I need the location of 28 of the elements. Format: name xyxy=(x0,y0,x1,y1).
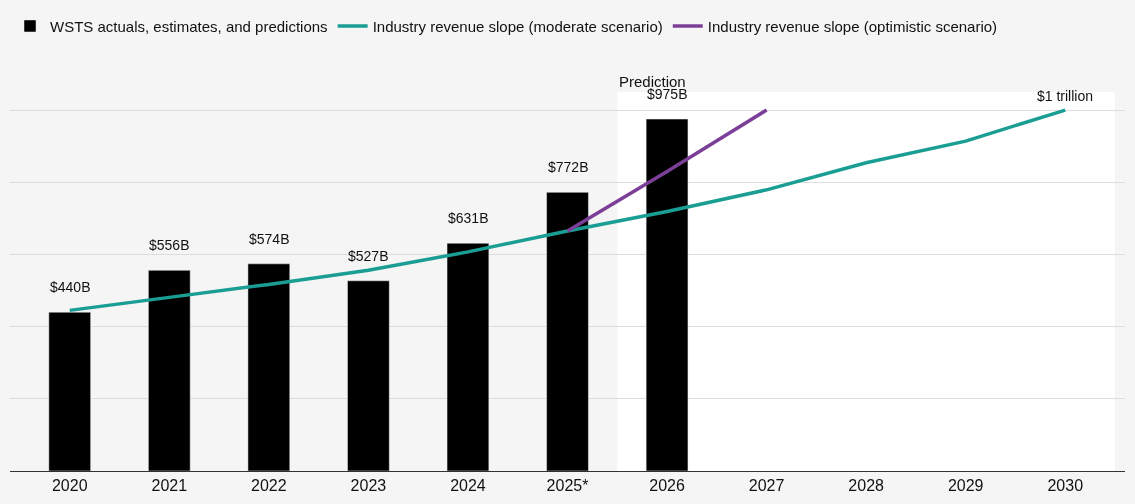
x-tick-label: 2025* xyxy=(546,477,589,495)
bar xyxy=(546,192,589,471)
data-label: $772B xyxy=(548,159,589,175)
bar xyxy=(48,311,91,471)
x-tick-label: 2028 xyxy=(848,477,885,495)
x-tick-label: 2026 xyxy=(649,477,685,495)
data-label: $527B xyxy=(348,248,389,264)
legend-label: Industry revenue slope (optimistic scenario) xyxy=(707,17,998,35)
x-tick-label: 2030 xyxy=(1047,477,1084,495)
x-tick-label: 2023 xyxy=(350,477,387,495)
data-label: $556B xyxy=(149,237,190,253)
x-tick-label: 2024 xyxy=(450,477,486,495)
data-label: $574B xyxy=(249,231,290,247)
x-tick-label: 2027 xyxy=(748,477,785,495)
bar xyxy=(148,270,191,471)
x-tick-label: 2020 xyxy=(51,477,88,495)
legend-label: WSTS actuals, estimates, and predictions xyxy=(50,17,328,35)
data-label: $440B xyxy=(50,279,91,295)
bar xyxy=(446,242,490,471)
x-tick-label: 2029 xyxy=(947,477,984,495)
annotation: $1 trillion xyxy=(1037,88,1094,104)
x-tick-label: 2021 xyxy=(151,477,188,495)
bar xyxy=(247,263,290,471)
bar xyxy=(347,280,390,471)
legend-label: Industry revenue slope (moderate scenario) xyxy=(372,17,663,35)
x-tick-label: 2022 xyxy=(251,477,287,495)
data-label: $631B xyxy=(448,210,489,226)
bar xyxy=(645,118,689,471)
